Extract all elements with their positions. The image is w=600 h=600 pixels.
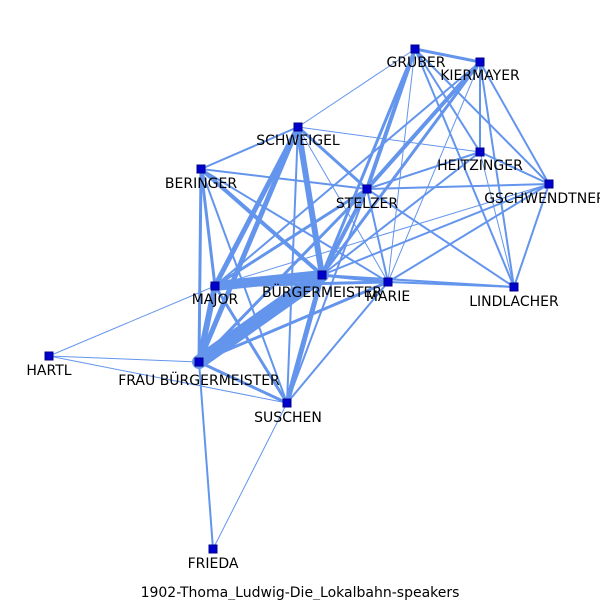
- edge-stelzer-marie: [366, 188, 389, 283]
- edge-beringer-stelzer: [200, 168, 368, 190]
- node-label-marie: MARIE: [366, 289, 410, 305]
- edge-schweigel-heitzinger: [297, 126, 481, 153]
- edge-gruber-kiermayer: [413, 47, 482, 64]
- edge-kiermayer-marie: [387, 61, 481, 283]
- edge-schweigel-frau_burgermeister: [196, 124, 301, 365]
- node-label-major: MAJOR: [192, 292, 239, 308]
- edge-major-suschen: [213, 284, 289, 405]
- edge-schweigel-stelzer: [296, 125, 369, 191]
- edge-beringer-marie: [200, 168, 389, 283]
- edge-gruber-schweigel: [297, 48, 416, 128]
- edge-stelzer-heitzinger: [366, 151, 481, 190]
- edge-gruber-burgermeister: [320, 47, 417, 277]
- edge-gschwendtner-marie: [387, 183, 550, 283]
- edge-heitzinger-gschwendtner: [479, 151, 550, 185]
- edge-major-frau_burgermeister: [196, 283, 218, 365]
- edge-schweigel-beringer: [200, 126, 299, 170]
- edge-stelzer-burgermeister: [320, 187, 369, 277]
- node-marie: [383, 277, 393, 287]
- edge-kiermayer-major: [214, 61, 481, 287]
- edge-marie-lindlacher: [387, 281, 515, 288]
- edge-stelzer-suschen: [286, 188, 368, 404]
- node-label-lindlacher: LINDLACHER: [469, 294, 559, 310]
- edge-frau_burgermeister-hartl: [48, 355, 200, 363]
- edge-marie-suschen: [286, 281, 389, 404]
- edge-gschwendtner-major: [214, 183, 550, 287]
- node-gruber: [410, 44, 420, 54]
- edge-kiermayer-lindlacher: [479, 61, 515, 288]
- edge-major-hartl: [48, 285, 216, 357]
- edge-frau_burgermeister-frieda: [198, 361, 214, 550]
- node-label-gruber: GRUBER: [386, 55, 445, 71]
- node-frieda: [208, 544, 218, 554]
- edge-suschen-frieda: [212, 402, 288, 550]
- node-label-kiermayer: KIERMAYER: [440, 68, 520, 84]
- edge-gruber-lindlacher: [414, 48, 515, 288]
- edge-gruber-gschwendtner: [414, 48, 550, 185]
- edge-marie-frau_burgermeister: [197, 280, 390, 364]
- node-label-suschen: SUSCHEN: [254, 410, 322, 426]
- node-suschen: [282, 398, 292, 408]
- node-label-hartl: HARTL: [26, 363, 71, 379]
- edge-gschwendtner-burgermeister: [321, 183, 550, 276]
- graph-title: 1902-Thoma_Ludwig-Die_Lokalbahn-speakers: [141, 585, 460, 600]
- node-label-stelzer: STELZER: [336, 196, 399, 212]
- node-heitzinger: [475, 147, 485, 157]
- nodes-layer: [44, 44, 554, 554]
- node-burgermeister: [317, 270, 327, 280]
- node-label-gschwendtner: GSCHWENDTNER: [484, 191, 600, 207]
- node-label-heitzinger: HEITZINGER: [437, 158, 523, 174]
- node-schweigel: [293, 122, 303, 132]
- edge-schweigel-burgermeister: [295, 124, 325, 278]
- edge-beringer-frau_burgermeister: [197, 167, 203, 364]
- node-label-frau_burgermeister: FRAU BÜRGERMEISTER: [118, 371, 280, 389]
- node-label-burgermeister: BÜRGERMEISTER: [262, 283, 382, 301]
- node-kiermayer: [475, 57, 485, 67]
- node-label-schweigel: SCHWEIGEL: [256, 133, 340, 149]
- node-beringer: [196, 164, 206, 174]
- edge-burgermeister-frau_burgermeister: [192, 268, 329, 369]
- edge-heitzinger-lindlacher: [479, 151, 515, 288]
- edges-layer: [48, 47, 550, 550]
- edge-beringer-major: [199, 167, 217, 288]
- node-frau_burgermeister: [194, 357, 204, 367]
- edge-hartl-suschen: [48, 355, 288, 404]
- node-lindlacher: [509, 282, 519, 292]
- edge-heitzinger-burgermeister: [321, 151, 481, 276]
- edge-burgermeister-suschen: [284, 272, 325, 406]
- edge-kiermayer-gschwendtner: [479, 61, 550, 185]
- edge-stelzer-major: [213, 187, 369, 288]
- node-gschwendtner: [544, 179, 554, 189]
- edge-stelzer-gschwendtner: [366, 183, 550, 190]
- edge-kiermayer-stelzer: [365, 60, 482, 191]
- node-hartl: [44, 351, 54, 361]
- edge-gschwendtner-lindlacher: [513, 183, 550, 288]
- node-label-frieda: FRIEDA: [188, 556, 239, 572]
- edge-frau_burgermeister-suschen: [197, 360, 289, 405]
- node-stelzer: [362, 184, 372, 194]
- edge-stelzer-lindlacher: [366, 188, 515, 288]
- node-major: [210, 281, 220, 291]
- node-label-beringer: BERINGER: [165, 176, 237, 192]
